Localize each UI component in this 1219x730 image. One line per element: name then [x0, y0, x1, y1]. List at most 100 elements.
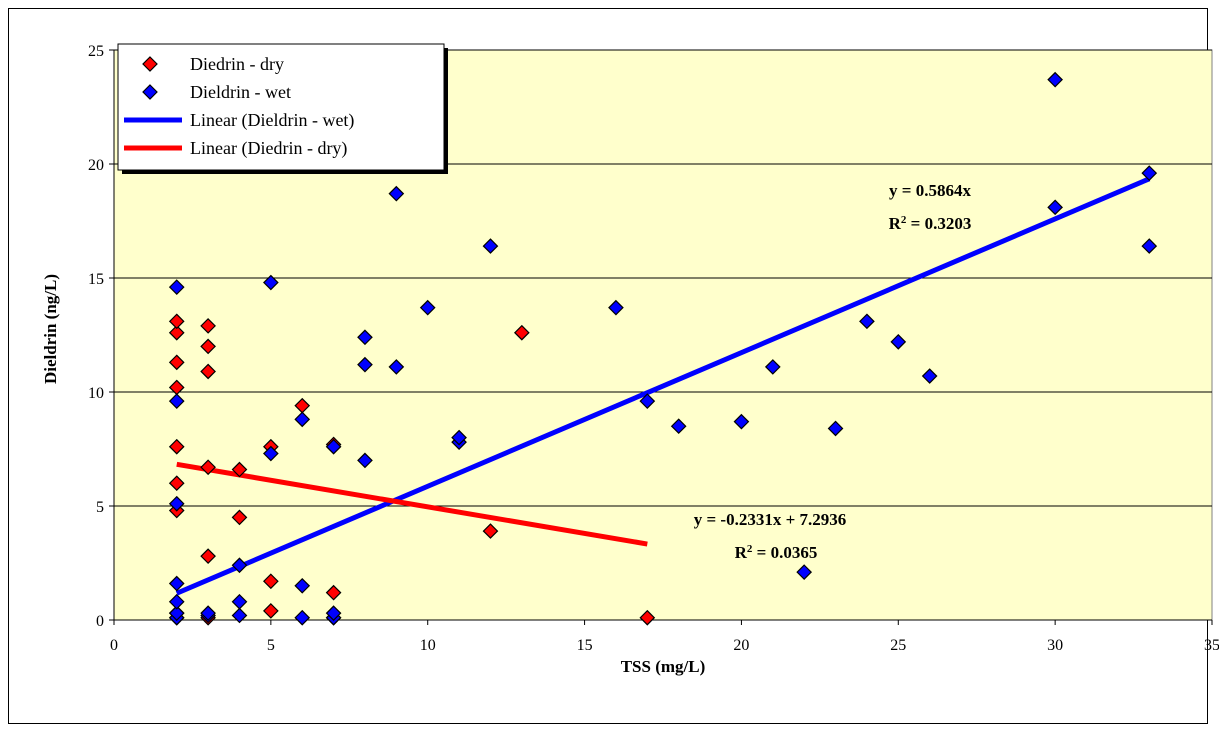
wet-data-point: [419, 299, 436, 316]
wet-data-point: [890, 333, 907, 350]
wet-data-point: [168, 575, 185, 592]
y-axis-ticks: 0 5 10 15 20 25: [88, 43, 114, 630]
legend-label: Linear (Dieldrin - wet): [190, 110, 354, 131]
dry-data-point: [168, 313, 185, 330]
dry-data-point: [168, 354, 185, 371]
wet-data-point: [168, 279, 185, 295]
wet-data-point: [231, 593, 248, 610]
y-tick-label: 0: [96, 613, 104, 630]
dry-data-point: [231, 461, 248, 478]
x-axis-ticks: 0 5 10 15 20 25 30 35: [110, 620, 1219, 654]
dry-r2-superscript: 2: [747, 543, 753, 555]
legend-marker: [142, 84, 158, 100]
wet-data-point: [357, 356, 373, 373]
y-tick-label: 5: [96, 499, 104, 516]
wet-data-point: [168, 593, 185, 610]
dry-r2-prefix: R: [735, 543, 748, 562]
x-tick-label: 15: [577, 637, 593, 654]
wet-data-point: [670, 418, 687, 435]
wet-data-point: [325, 605, 342, 622]
wet-data-point: [639, 393, 656, 409]
wet-data-point: [231, 607, 248, 624]
dry-data-point: [482, 523, 499, 539]
wet-data-point: [388, 185, 405, 202]
dry-data-point: [513, 324, 530, 341]
dry-data-point: [200, 338, 216, 355]
wet-equation-text: y = 0.5864x: [889, 181, 971, 200]
wet-data-point: [482, 238, 499, 254]
y-tick-label: 25: [88, 43, 104, 60]
wet-data-point: [231, 557, 248, 574]
legend-label: Linear (Diedrin - dry): [190, 138, 347, 159]
wet-r2-text: R2 = 0.3203: [889, 214, 972, 233]
dry-data-point: [263, 603, 279, 619]
x-tick-label: 35: [1204, 637, 1219, 654]
dry-data-point: [200, 363, 216, 380]
wet-data-point: [263, 274, 279, 291]
dry-data-point: [231, 509, 248, 526]
wet-data-point: [168, 495, 185, 512]
dry-data-point: [263, 573, 279, 590]
wet-data-point: [1047, 71, 1063, 88]
wet-data-point: [608, 299, 624, 316]
dry-data-point: [325, 584, 342, 601]
wet-data-point: [263, 445, 279, 462]
wet-data-point: [921, 368, 938, 384]
data-points: [168, 71, 1158, 626]
dry-data-point: [168, 438, 185, 455]
legend-label: Diedrin - dry: [190, 54, 284, 74]
wet-data-point: [388, 359, 405, 375]
legend-label: Dieldrin - wet: [190, 82, 291, 102]
wet-data-point: [357, 329, 373, 346]
wet-data-point: [451, 429, 467, 446]
dry-data-point: [168, 475, 185, 492]
wet-data-point: [764, 359, 781, 375]
dry-trend-equation: y = -0.2331x + 7.2936 R2 = 0.0365: [694, 510, 847, 562]
wet-data-point: [200, 605, 216, 622]
wet-data-point: [796, 564, 813, 580]
wet-data-point: [733, 413, 750, 430]
trendline-wet: [175, 176, 1151, 596]
x-tick-label: 20: [733, 637, 749, 654]
trendline-dry: [176, 461, 648, 547]
dry-data-point: [200, 459, 216, 476]
legend-marker: [142, 56, 158, 72]
wet-data-point: [357, 452, 373, 469]
legend: Diedrin - dry Dieldrin - wet Linear (Dield…: [117, 43, 448, 174]
dry-data-point: [168, 324, 185, 341]
x-tick-label: 30: [1047, 637, 1063, 654]
wet-data-point: [294, 411, 311, 428]
wet-data-point: [1141, 165, 1158, 181]
dry-data-point: [200, 548, 216, 565]
dry-r2-value: = 0.0365: [752, 543, 817, 562]
dry-data-point: [200, 318, 216, 334]
x-tick-label: 10: [420, 637, 436, 654]
x-tick-label: 5: [267, 637, 275, 654]
x-tick-label: 25: [890, 637, 906, 654]
wet-r2-value: = 0.3203: [906, 214, 971, 233]
wet-trend-equation: y = 0.5864x R2 = 0.3203: [889, 181, 972, 233]
wet-data-point: [294, 609, 311, 626]
dry-r2-text: R2 = 0.0365: [735, 543, 818, 562]
y-axis-title: Dieldrin (ng/L): [41, 274, 60, 384]
y-tick-label: 15: [88, 271, 104, 288]
wet-r2-prefix: R: [889, 214, 902, 233]
wet-data-point: [827, 420, 844, 437]
x-tick-label: 0: [110, 637, 118, 654]
x-axis-title: TSS (mg/L): [621, 657, 706, 676]
wet-data-point: [859, 313, 875, 330]
wet-data-point: [294, 577, 311, 594]
y-tick-label: 10: [88, 385, 104, 402]
wet-data-point: [168, 393, 185, 409]
dry-data-point: [639, 609, 656, 626]
legend-items: Diedrin - dry Dieldrin - wet Linear (Dield…: [124, 54, 354, 159]
wet-data-point: [325, 438, 342, 455]
dry-equation-text: y = -0.2331x + 7.2936: [694, 510, 847, 529]
trendlines: [175, 176, 1151, 596]
wet-data-point: [168, 605, 185, 622]
wet-data-point: [1047, 199, 1063, 216]
y-tick-label: 20: [88, 157, 104, 174]
wet-data-point: [1141, 238, 1158, 254]
wet-r2-superscript: 2: [901, 214, 907, 226]
